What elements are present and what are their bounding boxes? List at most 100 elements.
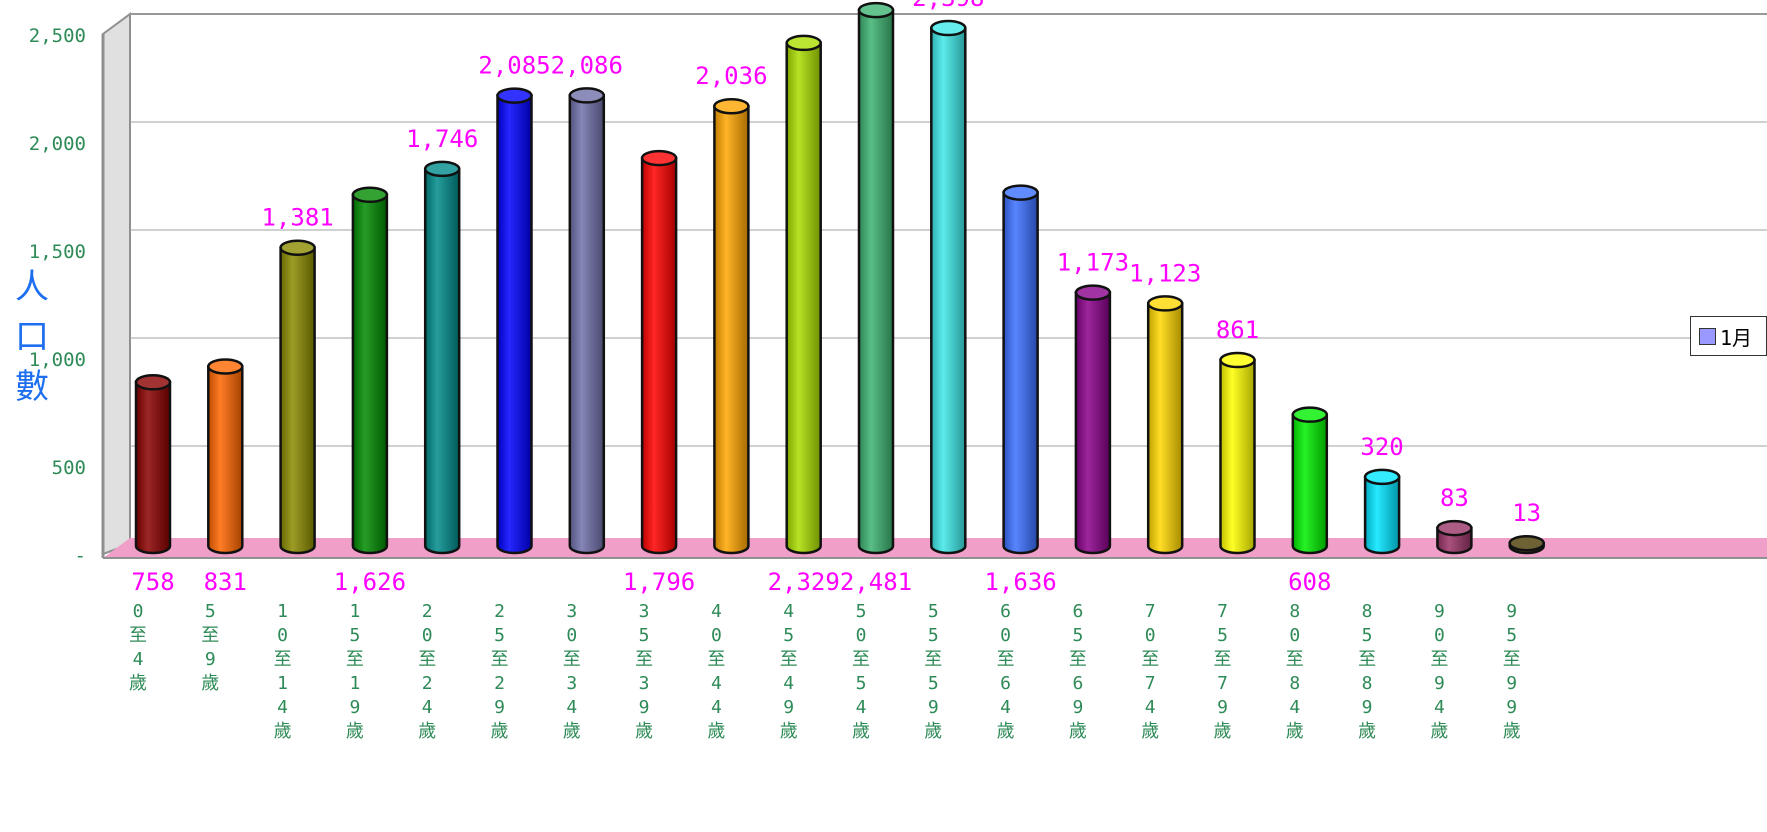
y-tick-label: 1,500 [29,241,86,263]
data-label: 2,481 [840,568,912,596]
bar-body [279,246,316,555]
bar-top [785,34,822,52]
bar-body [1146,302,1184,555]
data-label: 1,381 [261,204,333,232]
legend-swatch [1699,327,1716,345]
side-wall [102,12,131,556]
bar-body [1074,291,1112,555]
bar-top [1146,295,1184,312]
data-label: 608 [1288,568,1331,596]
data-labels: 758 831 1,381 1,626 1,746 2,085 2,086 1,796 2,03… [131,0,1541,596]
y-tick-label: 500 [52,457,86,479]
y-axis-ticks: - 500 1,000 1,500 2,000 2,500 [29,25,86,567]
bar [351,186,389,555]
data-label: 758 [131,568,174,596]
bar-top [1508,534,1545,552]
bar [713,97,750,555]
bar [496,87,533,555]
data-label: 2,398 [912,0,984,12]
y-tick-label: 1,000 [29,349,86,371]
bar-top [134,374,172,391]
bar-body [930,26,967,555]
bar [640,149,678,555]
x-axis-categories: 0 至 4 歲 5 至 9 歲 1 0 至 1 4 歲 1 5 至 1 9 歲 2 0 至 2 4 歲 2 5 至 2 9 歲 3 0 至 3 4 歲 3 5… [129,601,1521,742]
bar-body [640,156,678,555]
bar [1291,406,1329,555]
bar-body [568,94,606,555]
bar [568,87,606,555]
data-label: 831 [204,568,247,596]
bar-top [1002,184,1039,201]
data-label: 1,123 [1129,259,1201,287]
bar-body [1291,413,1329,555]
bar-top [1219,351,1256,369]
bar [1219,351,1256,555]
bar-body [496,94,533,555]
bar [1002,184,1039,555]
data-label: 1,796 [623,568,695,596]
bar-top [713,97,750,115]
bar-body [423,167,461,555]
bar-body [857,8,895,555]
bar [279,239,316,555]
bar [785,34,822,555]
y-tick-label: 2,000 [29,133,86,155]
data-label: 1,636 [984,568,1056,596]
data-label: 83 [1440,484,1469,512]
legend: 1月 [1690,316,1767,356]
bar-body [207,365,244,555]
bar-top [568,87,606,104]
bar [423,160,461,555]
bar [930,19,967,555]
bar-body [134,381,172,555]
data-label: 2,085 [478,52,550,80]
data-label: 320 [1360,433,1403,461]
bar-top [1074,284,1112,301]
bar-top [423,160,461,178]
bar [207,358,244,555]
data-label: 2,036 [695,62,767,90]
bar-top [1436,519,1473,537]
bar [1146,295,1184,555]
bar-top [207,358,244,375]
data-label: 2,086 [551,51,623,79]
data-label: 2,329 [768,568,840,596]
data-label: 861 [1216,316,1259,344]
y-tick-label: 2,500 [29,25,86,47]
bar-body [351,193,389,555]
bar-top [496,87,533,104]
bar-top [279,239,316,256]
data-label: 13 [1512,499,1541,527]
bar-body [1219,358,1256,555]
legend-series-name: 1月 [1720,325,1753,350]
y-axis-label: 人口數 [15,267,49,407]
bar-top [640,149,678,167]
bar-top [1363,468,1401,486]
bar [134,374,172,555]
bar [857,1,895,555]
data-label: 1,173 [1057,249,1129,277]
bar-top [857,1,895,19]
y-tick-label: - [75,545,86,567]
data-label: 1,626 [334,568,406,596]
bar-body [713,104,750,555]
